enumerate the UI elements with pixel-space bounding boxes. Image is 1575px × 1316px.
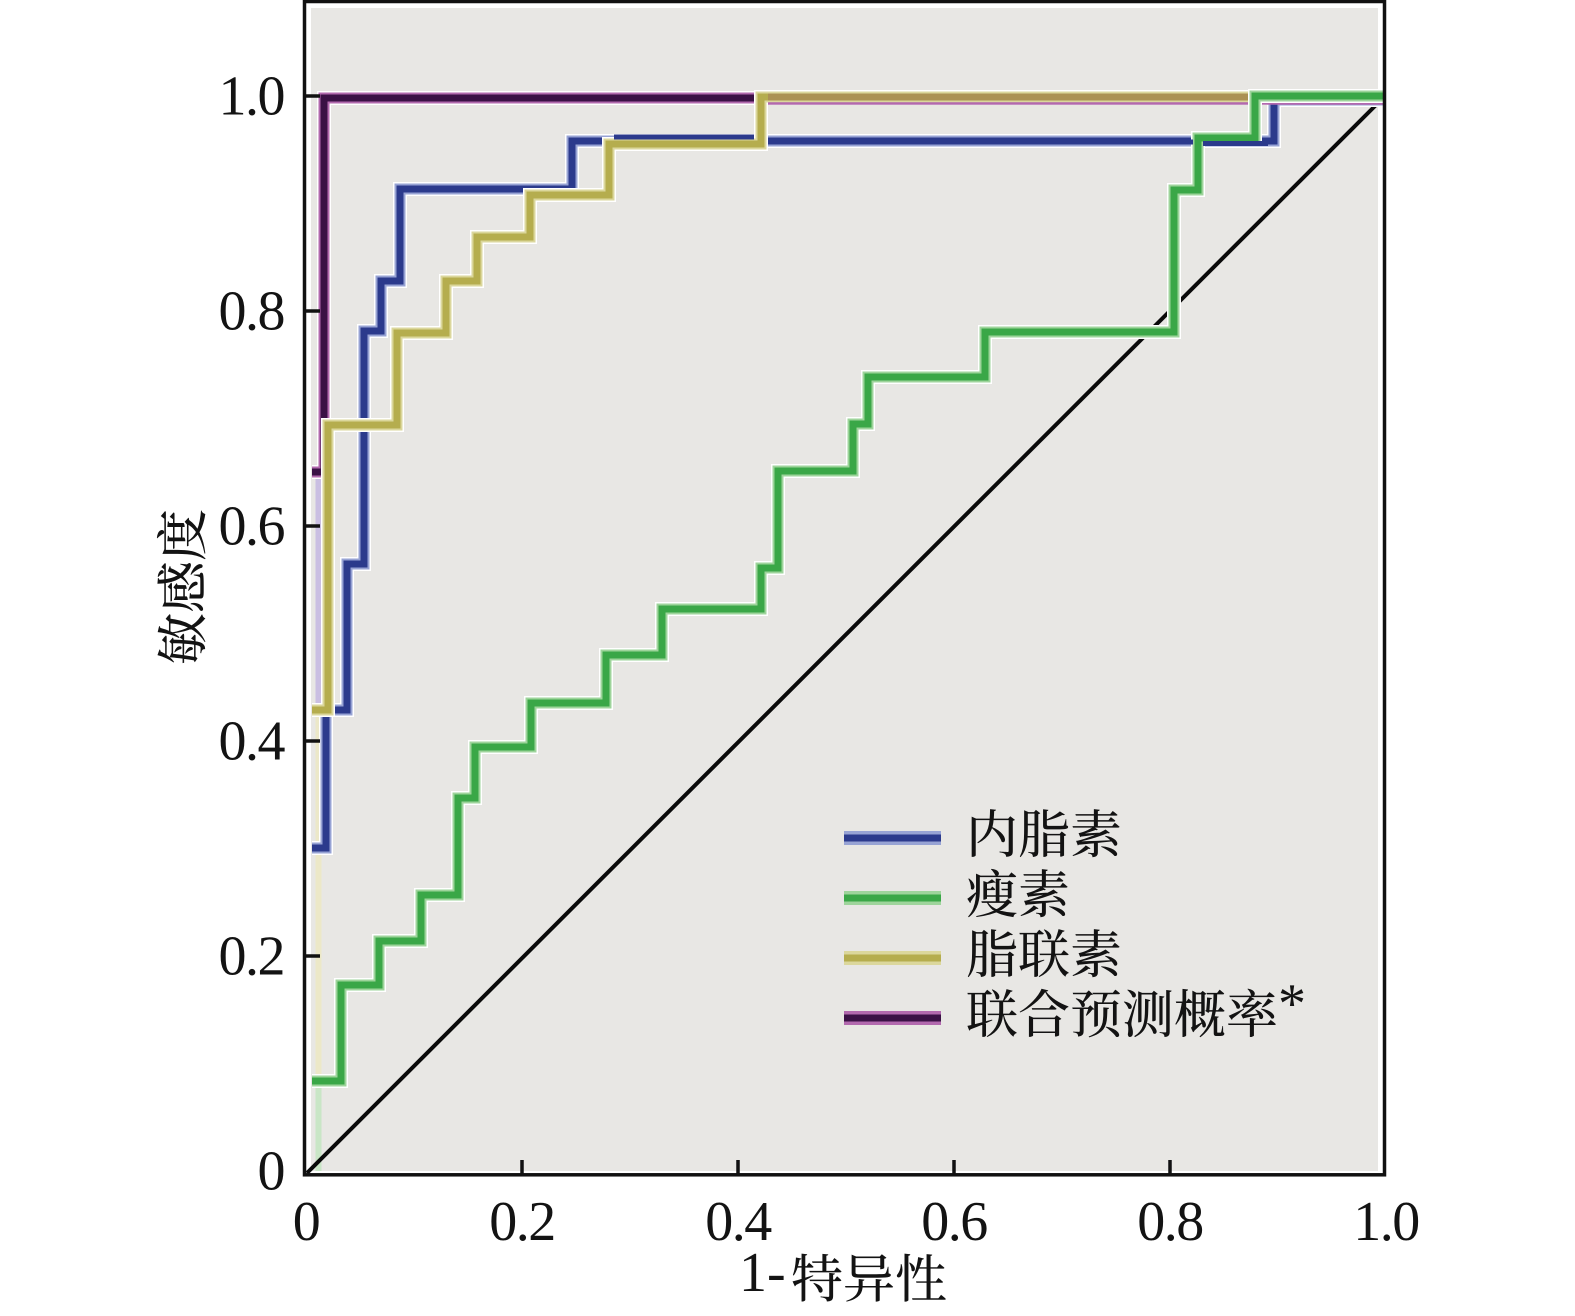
svg-text:0.6: 0.6 bbox=[921, 1191, 987, 1253]
svg-text:0.4: 0.4 bbox=[219, 711, 286, 773]
svg-text:0: 0 bbox=[258, 1141, 285, 1203]
svg-text:0.8: 0.8 bbox=[1137, 1191, 1203, 1253]
svg-text:0.6: 0.6 bbox=[219, 496, 285, 558]
svg-text:0: 0 bbox=[293, 1191, 320, 1253]
svg-text:1-: 1- bbox=[739, 1242, 786, 1304]
svg-text:1.0: 1.0 bbox=[1353, 1191, 1419, 1253]
svg-text:0.2: 0.2 bbox=[489, 1191, 555, 1253]
svg-text:0.8: 0.8 bbox=[219, 281, 285, 343]
svg-text:*: * bbox=[1278, 973, 1306, 1035]
svg-text:0.2: 0.2 bbox=[219, 926, 285, 988]
svg-text:1.0: 1.0 bbox=[219, 66, 285, 128]
svg-text:0.4: 0.4 bbox=[705, 1191, 772, 1253]
